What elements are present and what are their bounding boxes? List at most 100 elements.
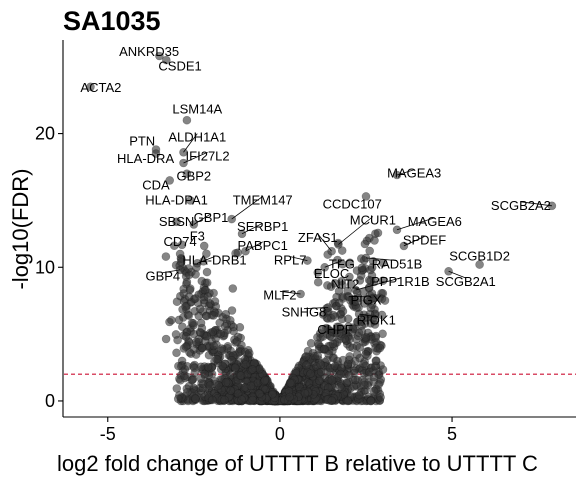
gene-point [202, 267, 212, 277]
label-leader-line [520, 201, 552, 207]
gene-label: RAD51B [372, 257, 423, 272]
gene-label: SCGB1D2 [449, 249, 510, 264]
x-tick-label: 0 [275, 424, 285, 444]
gene-point [245, 348, 254, 358]
gene-point [380, 296, 390, 305]
gene-point [190, 368, 200, 378]
gene-label: GBP4 [145, 269, 180, 284]
gene-point [161, 252, 171, 261]
gene-label: GBP2 [176, 168, 211, 183]
gene-label: PABPC1 [238, 238, 288, 253]
gene-label: CHPF [317, 322, 352, 337]
label-leader-line [403, 236, 425, 247]
gene-point [184, 292, 194, 302]
gene-point [355, 276, 365, 285]
gene-point [324, 350, 333, 359]
gene-label: SERBP1 [237, 219, 288, 234]
label-leader-line [197, 256, 215, 264]
gene-point [378, 329, 387, 339]
gene-point [335, 382, 345, 391]
gene-point [316, 360, 326, 369]
gene-point [180, 371, 189, 381]
gene-point [248, 395, 257, 405]
gene-point [181, 332, 191, 341]
gene-point [354, 390, 364, 400]
gene-point [246, 381, 256, 391]
gene-point [337, 246, 347, 255]
gene-point [226, 386, 235, 395]
gene-label: RPL7 [274, 253, 307, 268]
gene-point [357, 263, 367, 273]
gene-label: MLF2 [263, 287, 296, 302]
y-axis-title: -log10(FDR) [8, 168, 33, 289]
gene-point [194, 311, 204, 321]
label-leader-line [396, 169, 415, 176]
gene-point [196, 374, 206, 383]
gene-point [367, 263, 377, 272]
gene-label: SCGB2A2 [491, 198, 551, 213]
gene-point [209, 311, 218, 320]
gene-point [343, 359, 353, 369]
gene-point [369, 386, 379, 396]
label-leader-line [279, 290, 301, 295]
gene-point [216, 329, 225, 339]
gene-point [322, 323, 331, 333]
gene-point [186, 284, 195, 293]
gene-point [361, 349, 371, 359]
y-tick-label: 10 [35, 257, 55, 277]
gene-label: PIGX [350, 293, 381, 308]
gene-point [248, 365, 257, 374]
gene-point [351, 296, 361, 306]
gene-point [202, 331, 212, 341]
x-axis-title: log2 fold change of UTTTT B relative to … [57, 451, 538, 476]
gene-point [212, 354, 221, 364]
gene-point [205, 381, 215, 390]
gene-label: GBP1 [194, 210, 229, 225]
label-leader-line [193, 213, 212, 225]
gene-point [174, 361, 183, 371]
background-points [161, 228, 390, 406]
gene-label: CCDC107 [323, 196, 382, 211]
gene-label: HLA-DRA [117, 151, 174, 166]
labeled-gene-point [151, 149, 161, 158]
gene-point [338, 306, 348, 316]
gene-point [172, 348, 181, 358]
gene-point [255, 389, 264, 398]
gene-point [191, 394, 200, 403]
labeled-gene-point [361, 192, 371, 201]
gene-point [338, 259, 347, 269]
gene-point [221, 309, 231, 319]
gene-point [196, 362, 206, 372]
gene-point [378, 365, 388, 374]
gene-point [232, 337, 242, 346]
gene-label: CDA [142, 178, 170, 193]
gene-point [241, 360, 250, 369]
label-leader-line [245, 241, 263, 252]
labeled-gene-point [313, 268, 323, 277]
gene-point [302, 360, 311, 370]
gene-point [327, 396, 337, 406]
gene-point [202, 278, 212, 288]
gene-point [378, 276, 388, 286]
gene-point [371, 333, 380, 342]
gene-point [184, 264, 193, 273]
gene-point [361, 333, 371, 342]
label-leader-line [355, 277, 401, 291]
gene-point [370, 236, 379, 245]
gene-point [371, 356, 381, 366]
label-leader-line [290, 256, 308, 261]
gene-point [203, 292, 213, 301]
gene-point [328, 339, 338, 349]
gene-point [218, 361, 227, 371]
gene-point [231, 249, 240, 258]
gene-point [202, 311, 211, 321]
gene-point [208, 327, 217, 337]
gene-point [181, 302, 190, 311]
gene-label: IFI27L2 [186, 148, 230, 163]
gene-point [182, 277, 192, 287]
labeled-gene-point [155, 51, 164, 61]
gene-point [344, 370, 354, 380]
y-tick-label: 20 [35, 124, 55, 144]
gene-point [227, 306, 237, 315]
